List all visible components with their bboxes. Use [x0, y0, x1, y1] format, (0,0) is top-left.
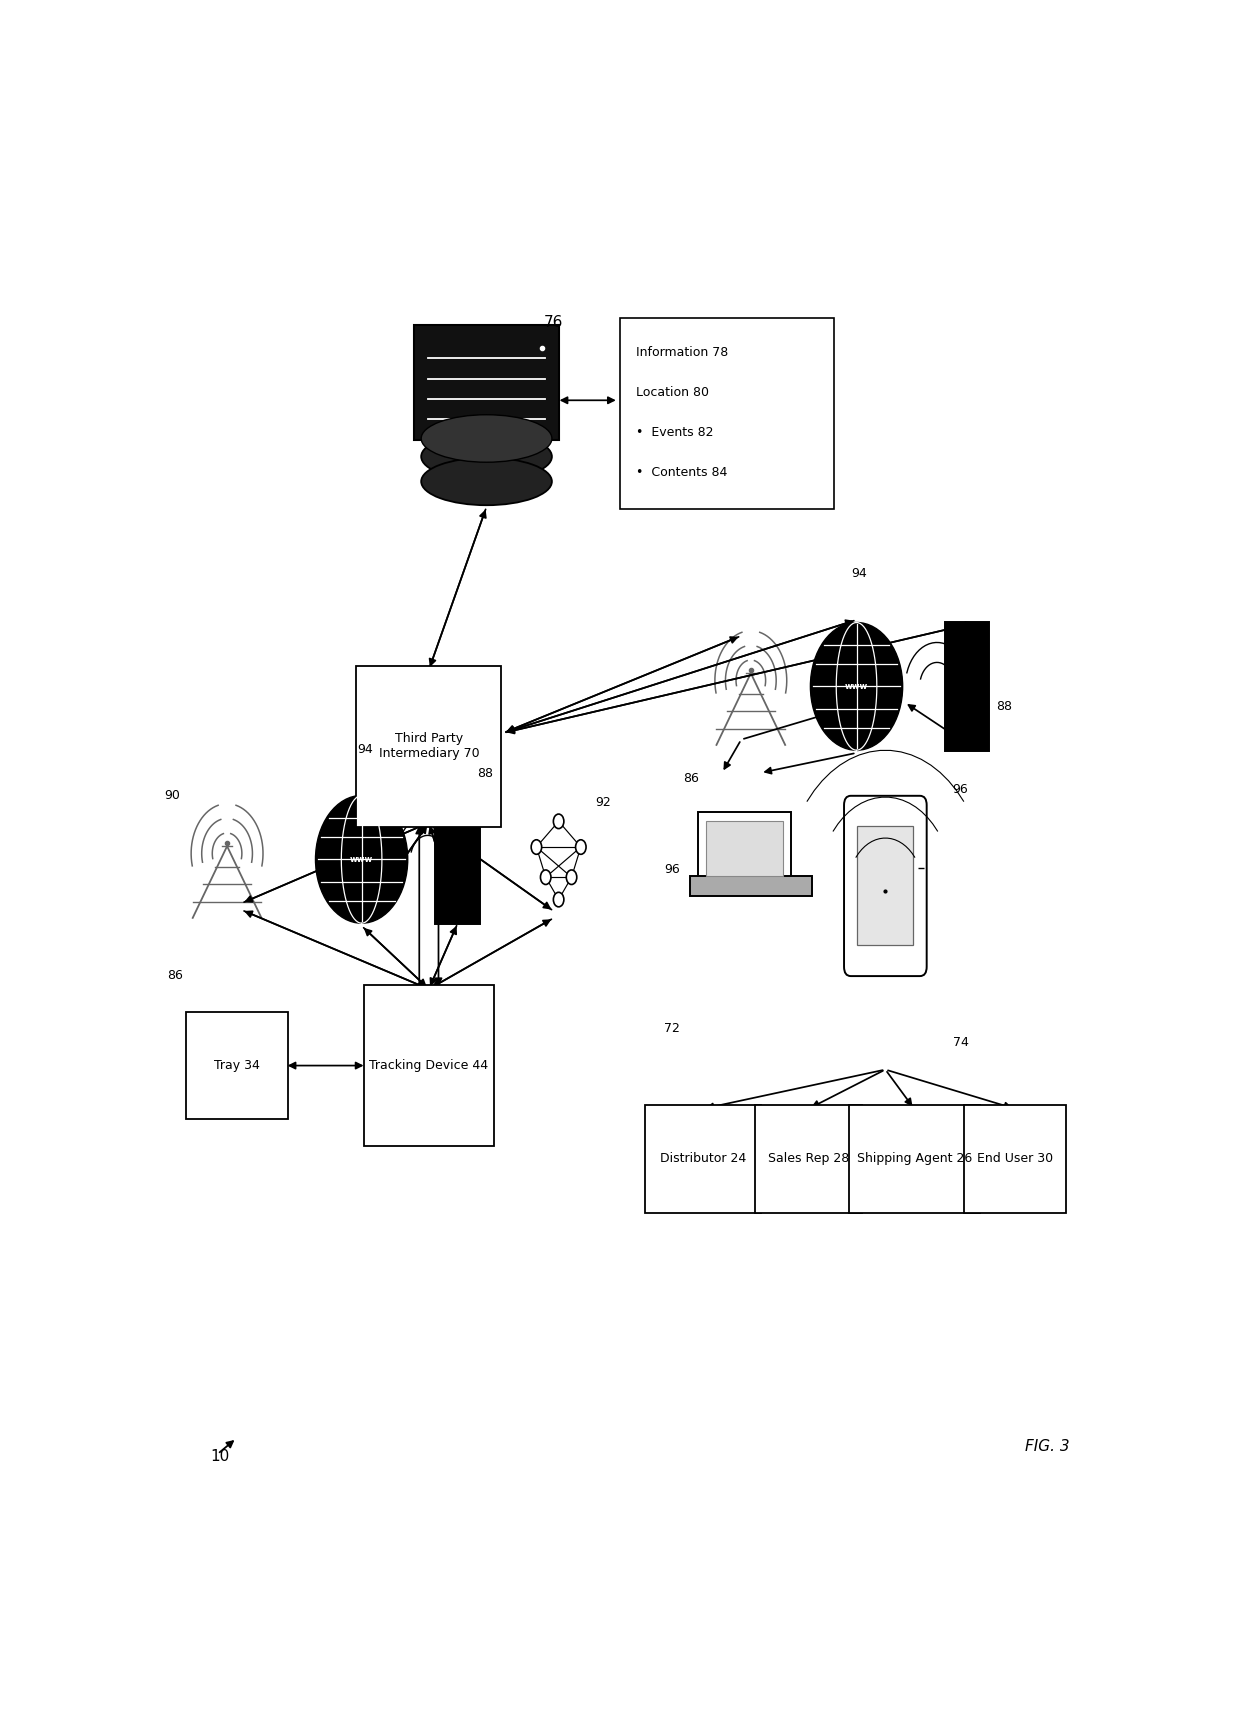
Text: 90: 90 — [165, 790, 181, 802]
Circle shape — [315, 795, 408, 923]
FancyBboxPatch shape — [414, 325, 559, 441]
Ellipse shape — [422, 415, 552, 461]
Ellipse shape — [422, 432, 552, 480]
Text: FIG. 3: FIG. 3 — [1024, 1439, 1069, 1455]
Circle shape — [567, 869, 577, 885]
FancyBboxPatch shape — [645, 1104, 761, 1213]
Circle shape — [531, 840, 542, 854]
Circle shape — [575, 840, 587, 854]
Text: 10: 10 — [211, 1448, 229, 1464]
FancyBboxPatch shape — [844, 797, 926, 976]
FancyBboxPatch shape — [965, 1104, 1066, 1213]
FancyBboxPatch shape — [356, 665, 501, 826]
Polygon shape — [698, 812, 791, 881]
Text: 96: 96 — [952, 783, 968, 797]
Text: 94: 94 — [852, 567, 868, 581]
Text: Tracking Device 44: Tracking Device 44 — [370, 1059, 489, 1071]
FancyBboxPatch shape — [186, 1011, 288, 1120]
Text: Distributor 24: Distributor 24 — [660, 1153, 746, 1165]
Text: www: www — [844, 683, 868, 691]
Text: Information 78: Information 78 — [636, 346, 728, 359]
Text: 94: 94 — [357, 743, 372, 755]
Text: 76: 76 — [544, 314, 563, 330]
Circle shape — [541, 869, 551, 885]
Text: 92: 92 — [595, 797, 611, 809]
FancyBboxPatch shape — [689, 876, 812, 895]
Text: End User 30: End User 30 — [977, 1153, 1053, 1165]
Text: •  Contents 84: • Contents 84 — [636, 467, 728, 479]
FancyBboxPatch shape — [755, 1104, 862, 1213]
Text: 74: 74 — [952, 1035, 968, 1049]
FancyBboxPatch shape — [858, 826, 913, 945]
Text: Third Party
Intermediary 70: Third Party Intermediary 70 — [378, 733, 479, 760]
Text: www: www — [350, 855, 373, 864]
FancyBboxPatch shape — [945, 622, 990, 750]
FancyBboxPatch shape — [435, 795, 480, 923]
Text: 86: 86 — [683, 772, 699, 785]
Text: Shipping Agent 26: Shipping Agent 26 — [857, 1153, 972, 1165]
Text: Location 80: Location 80 — [636, 387, 709, 399]
Text: 96: 96 — [665, 862, 680, 876]
Text: 72: 72 — [665, 1023, 681, 1035]
Circle shape — [553, 814, 564, 829]
Text: 88: 88 — [477, 767, 494, 779]
Circle shape — [553, 892, 564, 907]
Text: 88: 88 — [996, 700, 1012, 714]
Text: Sales Rep 28: Sales Rep 28 — [768, 1153, 849, 1165]
Circle shape — [811, 622, 903, 750]
Text: •  Events 82: • Events 82 — [636, 427, 713, 439]
FancyBboxPatch shape — [620, 318, 835, 508]
FancyBboxPatch shape — [849, 1104, 980, 1213]
Polygon shape — [706, 821, 784, 876]
Ellipse shape — [422, 458, 552, 505]
FancyBboxPatch shape — [363, 985, 495, 1146]
Text: Tray 34: Tray 34 — [213, 1059, 259, 1071]
Text: 86: 86 — [167, 969, 184, 982]
